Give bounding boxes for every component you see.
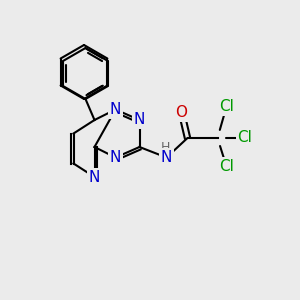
Text: Cl: Cl [219,99,234,114]
Text: N: N [89,169,100,184]
Text: H: H [160,141,170,154]
Text: N: N [110,150,121,165]
Text: Cl: Cl [237,130,252,146]
Text: N: N [110,102,121,117]
Text: N: N [134,112,145,128]
Text: N: N [161,150,172,165]
Text: Cl: Cl [219,159,234,174]
Text: O: O [176,105,188,120]
